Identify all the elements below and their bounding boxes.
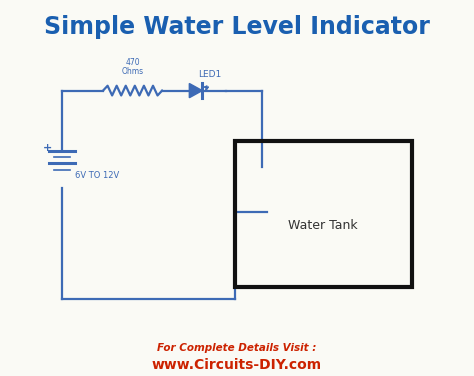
Text: 470
Ohms: 470 Ohms — [121, 58, 144, 76]
Polygon shape — [189, 83, 202, 98]
Text: Simple Water Level Indicator: Simple Water Level Indicator — [44, 15, 430, 39]
Text: LED1: LED1 — [198, 70, 221, 79]
Text: For Complete Details Visit :: For Complete Details Visit : — [157, 343, 317, 353]
Text: www.Circuits-DIY.com: www.Circuits-DIY.com — [152, 358, 322, 372]
Text: +: + — [43, 143, 52, 153]
Bar — [235, 141, 412, 287]
Text: 6V TO 12V: 6V TO 12V — [75, 171, 119, 180]
Text: Water Tank: Water Tank — [289, 219, 358, 232]
